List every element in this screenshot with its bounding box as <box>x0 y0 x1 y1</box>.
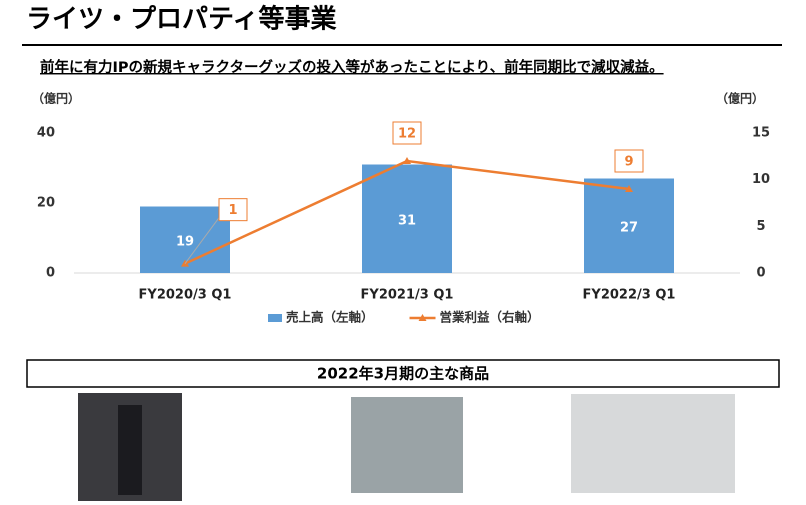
y2-tick-label: 5 <box>756 219 765 234</box>
page-title: ライツ・プロパティ等事業 <box>26 4 336 35</box>
bar-value-label: 27 <box>620 220 638 235</box>
bar <box>362 164 452 273</box>
value-callout-box <box>218 198 248 222</box>
x-tick-label: FY2022/3 Q1 <box>583 288 676 303</box>
legend-marker <box>418 314 427 321</box>
product-figure <box>118 405 142 495</box>
subtitle: 前年に有力IPの新規キャラクターグッズの投入等があったことにより、前年同期比で減… <box>40 58 664 76</box>
product-image <box>571 394 735 493</box>
x-tick-label: FY2021/3 Q1 <box>361 288 454 303</box>
products-heading: 2022年3月期の主な商品 <box>317 365 489 383</box>
y2-tick-label: 10 <box>752 172 770 187</box>
y2-tick-label: 0 <box>756 266 765 281</box>
y2-axis-label: （億円） <box>716 91 764 106</box>
bar-value-label: 19 <box>176 234 194 249</box>
products-heading-box <box>26 359 780 388</box>
y-axis-label: （億円） <box>32 91 80 106</box>
product-image <box>351 397 463 493</box>
legend-label: 売上高（左軸） <box>286 310 374 325</box>
y-tick-label: 40 <box>37 126 55 141</box>
legend-swatch <box>268 314 282 322</box>
y-tick-label: 20 <box>37 196 55 211</box>
y2-tick-label: 15 <box>752 126 770 141</box>
line-marker <box>403 157 411 164</box>
x-tick-label: FY2020/3 Q1 <box>139 288 232 303</box>
line-value-label: 12 <box>398 127 416 142</box>
callout-leader <box>184 217 220 264</box>
bar <box>584 178 674 273</box>
line-value-label: 9 <box>624 155 633 170</box>
y-tick-label: 0 <box>46 266 55 281</box>
line-value-label: 1 <box>228 203 237 218</box>
value-callout-box <box>392 121 422 145</box>
value-callout-box <box>614 149 644 173</box>
line-marker <box>625 185 633 192</box>
bar-value-label: 31 <box>398 213 416 228</box>
legend-label: 営業利益（右軸） <box>440 310 540 325</box>
